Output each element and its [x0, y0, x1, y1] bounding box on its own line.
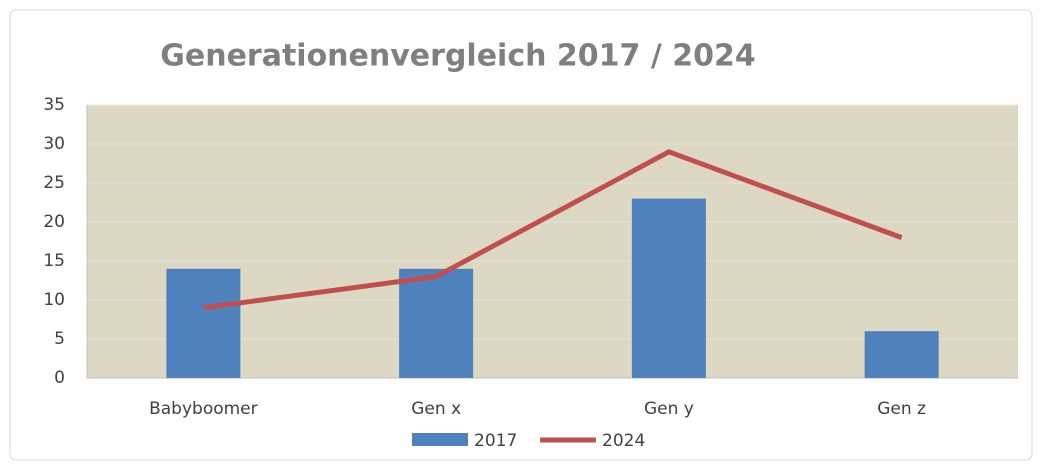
bar — [631, 198, 706, 378]
legend-label: 2024 — [602, 431, 645, 451]
x-tick-label: Gen x — [411, 399, 461, 419]
x-tick-label: Babyboomer — [149, 399, 258, 419]
chart-title: Generationenvergleich 2017 / 2024 — [160, 39, 756, 74]
x-tick-label: Gen z — [877, 399, 926, 419]
y-tick-label: 25 — [43, 173, 65, 193]
x-tick-label: Gen y — [644, 399, 694, 419]
y-tick-label: 20 — [43, 212, 65, 232]
plot-area — [87, 105, 1018, 378]
legend-swatch — [412, 433, 468, 446]
y-tick-label: 5 — [54, 329, 65, 349]
y-tick-label: 35 — [43, 95, 65, 115]
line — [203, 149, 903, 311]
bar — [399, 268, 474, 378]
y-tick-label: 30 — [43, 134, 65, 154]
y-tick-label: 10 — [43, 290, 65, 310]
bar — [166, 268, 241, 378]
y-tick-label: 15 — [43, 251, 65, 271]
bar — [864, 331, 939, 378]
y-tick-label: 0 — [54, 368, 65, 388]
legend-label: 2017 — [474, 431, 517, 451]
